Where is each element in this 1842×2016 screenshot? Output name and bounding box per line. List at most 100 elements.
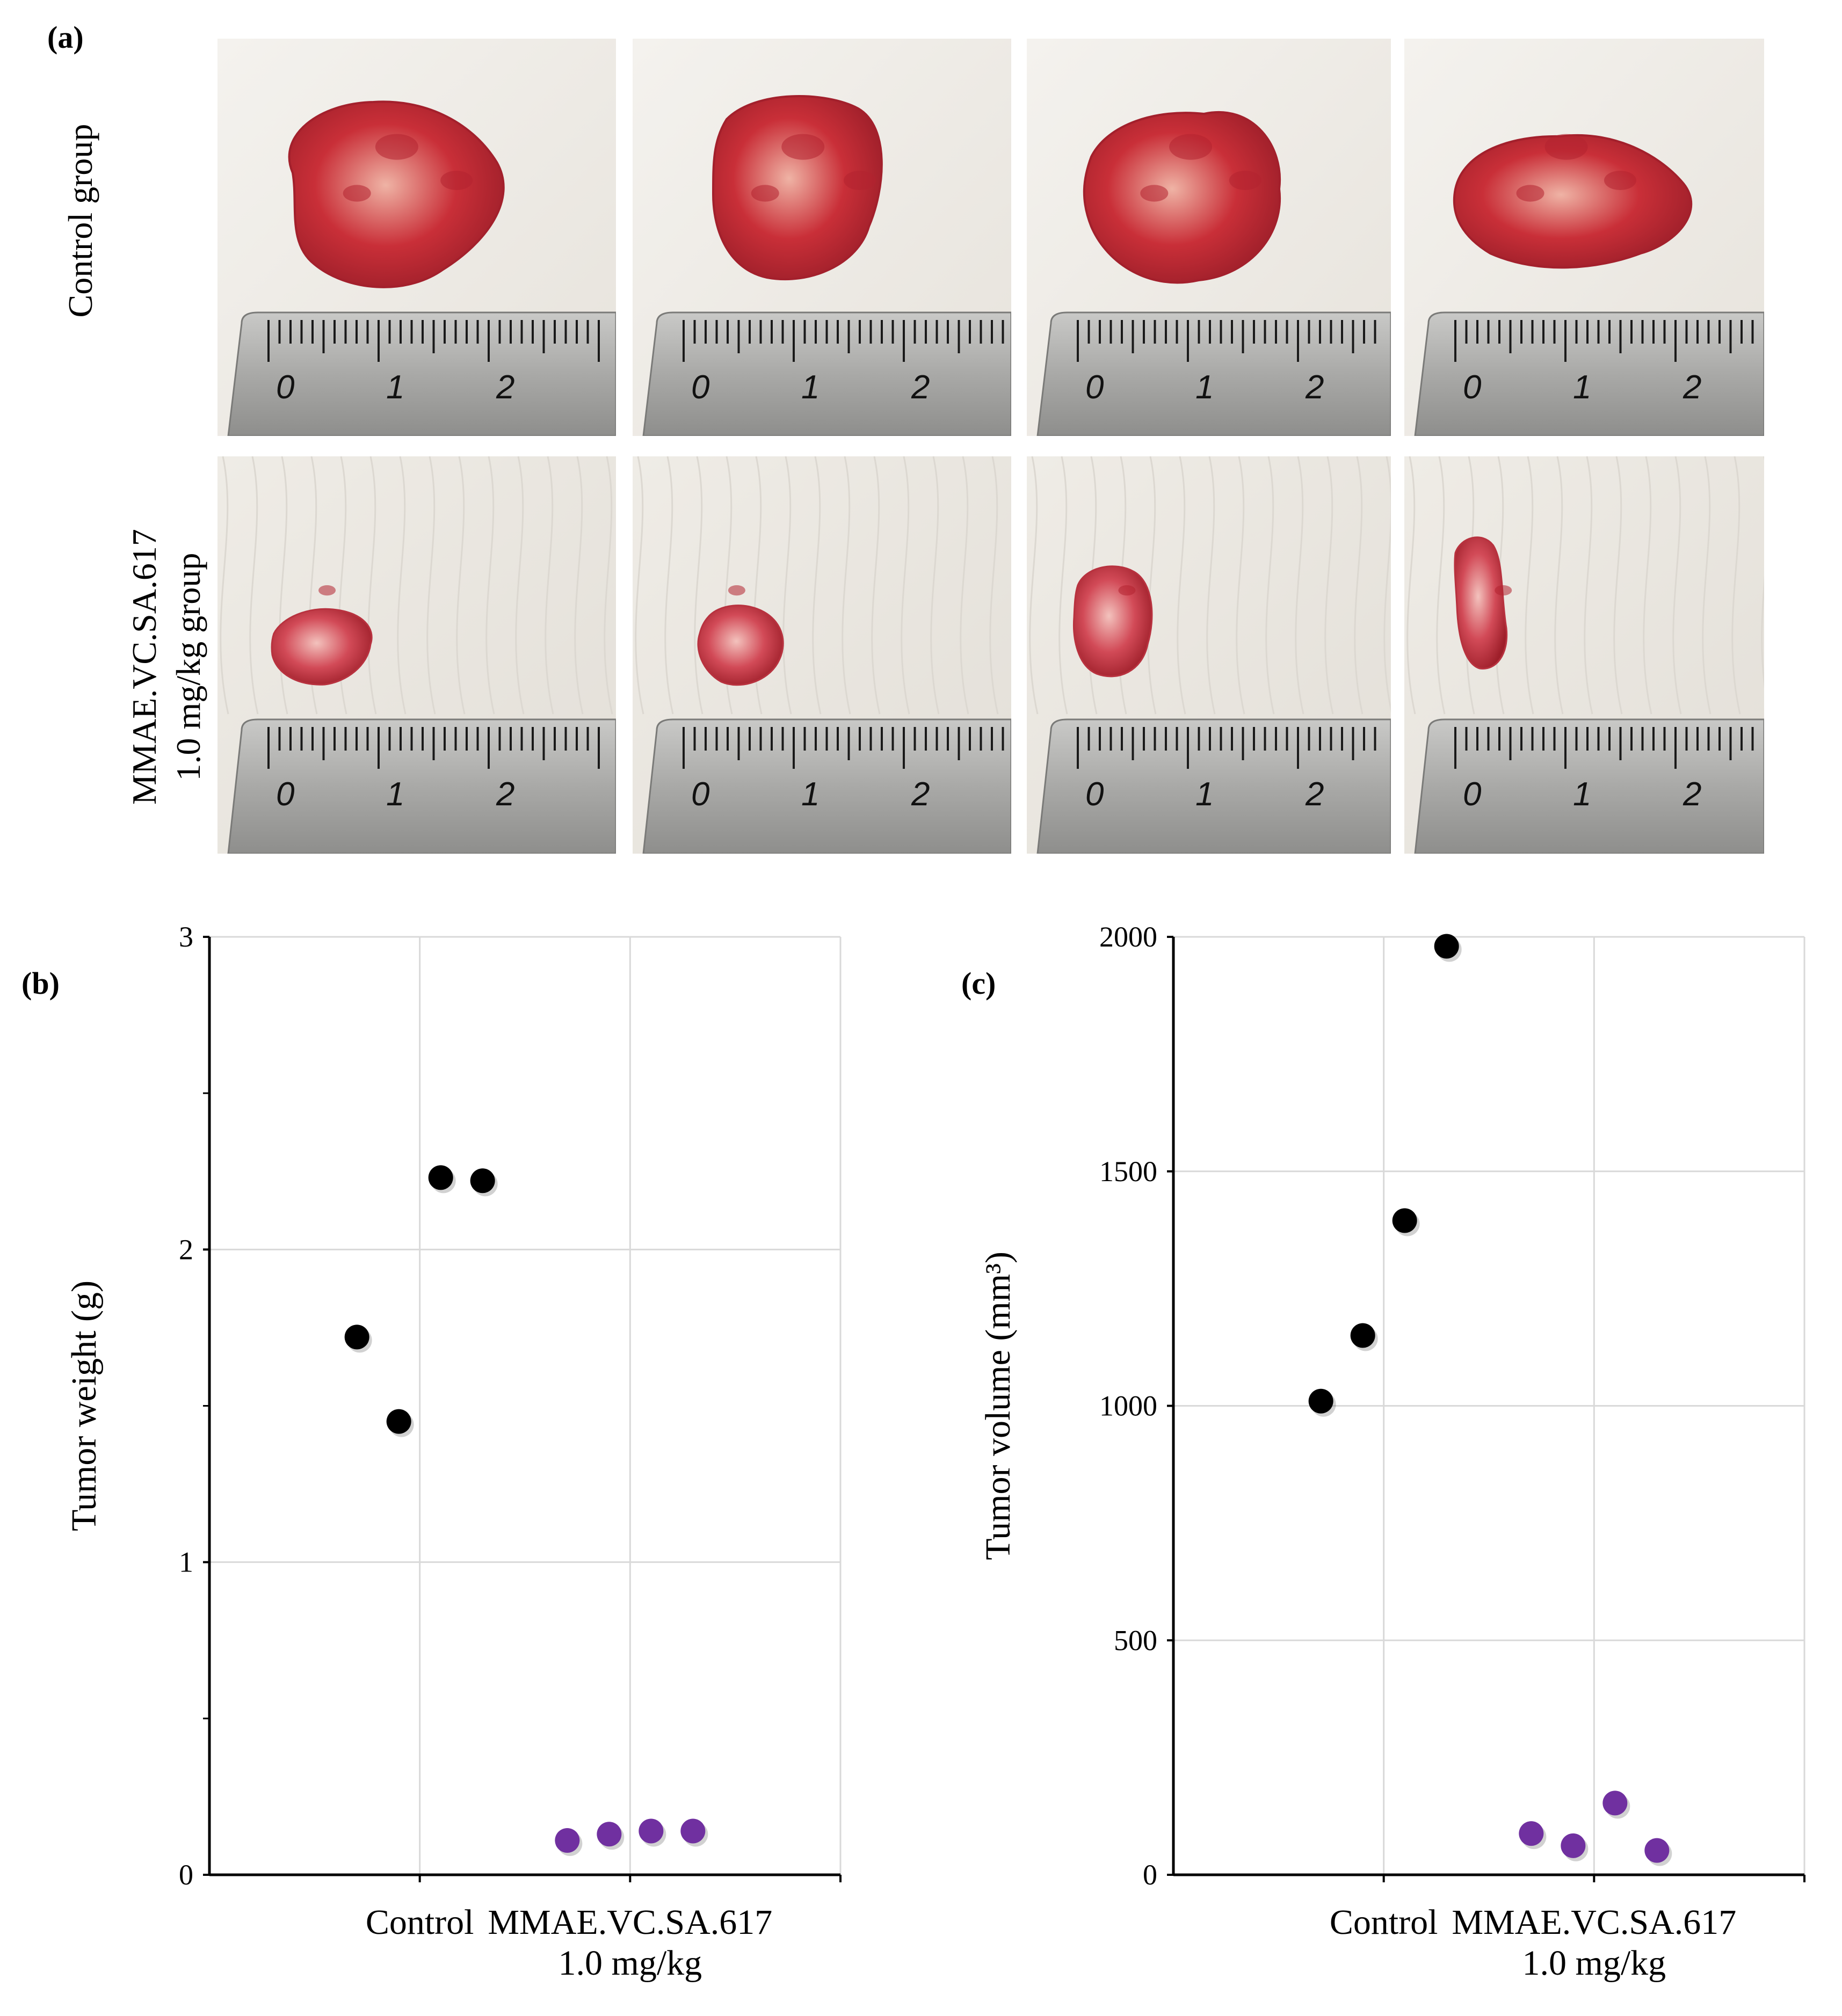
paper-texture	[545, 456, 554, 715]
y-tick-label: 1500	[1099, 1155, 1157, 1188]
ruler-label: 1	[386, 776, 404, 813]
tumor-tissue	[288, 100, 505, 288]
ruler-label: 0	[691, 369, 709, 406]
paper-texture	[1177, 456, 1186, 715]
tissue-detail	[844, 171, 876, 190]
tissue-detail	[1516, 185, 1544, 202]
paper-texture	[901, 456, 910, 715]
tissue-detail	[1169, 134, 1213, 160]
x-category-label: 1.0 mg/kg	[558, 1944, 702, 1983]
paper-texture	[989, 456, 999, 715]
ruler-label: 2	[911, 369, 930, 406]
data-point	[1561, 1833, 1586, 1858]
ruler	[1414, 311, 1764, 436]
ruler-label: 1	[386, 369, 404, 406]
y-tick-label: 1000	[1099, 1390, 1157, 1422]
ruler	[227, 718, 616, 854]
tissue-detail	[1140, 185, 1169, 202]
paper-texture	[1613, 456, 1623, 715]
y-tick-label: 0	[179, 1859, 193, 1891]
photo-canvas: 0 1 2	[217, 456, 616, 854]
ruler-label: 0	[1463, 776, 1481, 813]
tissue-detail	[728, 585, 745, 596]
tissue-detail	[318, 585, 336, 596]
tumor-photo: 0 1 2	[1404, 456, 1764, 854]
photo-canvas: 0 1 2	[1027, 456, 1391, 854]
tissue-detail	[1604, 171, 1636, 190]
paper-texture	[1029, 456, 1039, 715]
ruler	[642, 311, 1011, 436]
data-point	[470, 1168, 495, 1193]
x-category-label: MMAE.VC.SA.617	[1452, 1903, 1736, 1942]
data-point	[1602, 1791, 1628, 1816]
paper-texture	[426, 456, 436, 715]
ruler-label: 0	[1463, 369, 1481, 406]
paper-texture	[367, 456, 377, 715]
panel-b-label: (b)	[21, 966, 60, 1001]
paper-texture	[1324, 456, 1334, 715]
paper-texture	[1206, 456, 1216, 715]
ruler-label: 2	[1683, 369, 1701, 406]
ruler-label: 2	[911, 776, 930, 813]
paper-texture	[485, 456, 495, 715]
paper-texture	[1731, 456, 1741, 715]
paper-texture	[1554, 456, 1564, 715]
ruler-label: 1	[1195, 369, 1214, 406]
y-tick-label: 3	[179, 921, 193, 953]
tissue-detail	[1495, 585, 1512, 596]
data-point	[1350, 1323, 1375, 1348]
y-tick-label: 2	[179, 1233, 193, 1265]
ruler-label: 1	[801, 369, 820, 406]
tissue-detail	[375, 134, 418, 160]
paper-texture	[515, 456, 525, 715]
y-tick-label: 2000	[1099, 921, 1157, 953]
data-point	[1644, 1838, 1670, 1863]
paper-texture	[1672, 456, 1682, 715]
y-tick-label: 0	[1143, 1859, 1157, 1891]
photo-canvas: 0 1 2	[1404, 456, 1764, 854]
paper-texture	[1383, 456, 1391, 713]
paper-texture	[1147, 456, 1157, 715]
tissue-detail	[440, 171, 473, 190]
paper-texture	[1525, 456, 1534, 715]
panel-c-label: (c)	[961, 966, 996, 1001]
tumor-photo: 0 1 2	[217, 456, 616, 854]
tumor-photo: 0 1 2	[1404, 39, 1764, 436]
ruler-label: 0	[1085, 776, 1104, 813]
paper-texture	[249, 456, 259, 715]
ruler-label: 1	[801, 776, 820, 813]
paper-texture	[871, 456, 881, 715]
chart-c: 0 500 1000 1500 2000 Tumor volume (mm³) Contro…	[978, 921, 1805, 1983]
data-point	[428, 1165, 453, 1190]
ruler-label: 0	[276, 776, 294, 813]
paper-texture	[1584, 456, 1593, 715]
data-point	[680, 1818, 706, 1844]
paper-texture	[1436, 456, 1446, 715]
paper-texture	[1295, 456, 1304, 715]
paper-texture	[1643, 456, 1652, 715]
paper-texture	[574, 456, 584, 715]
ruler	[227, 311, 616, 436]
paper-texture	[960, 456, 969, 715]
data-point	[1308, 1388, 1333, 1414]
tumor-photo: 0 1 2	[1027, 456, 1391, 854]
x-category-label: Control	[1330, 1903, 1438, 1942]
paper-texture	[456, 456, 466, 715]
tumor-tissue	[271, 608, 373, 686]
paper-texture	[604, 456, 613, 715]
paper-texture	[1236, 456, 1245, 715]
data-point	[639, 1818, 664, 1844]
paper-texture	[220, 456, 229, 715]
data-point	[1392, 1208, 1417, 1233]
paper-texture	[664, 456, 674, 715]
y-tick-label: 1	[179, 1546, 193, 1578]
ruler-label: 2	[1305, 776, 1324, 813]
paper-texture	[397, 456, 407, 715]
data-point	[386, 1409, 411, 1434]
tumor-photo: 0 1 2	[633, 39, 1011, 436]
photo-canvas: 0 1 2	[633, 456, 1011, 854]
tissue-detail	[781, 134, 825, 160]
data-point	[1519, 1821, 1544, 1846]
ruler-label: 2	[496, 369, 514, 406]
